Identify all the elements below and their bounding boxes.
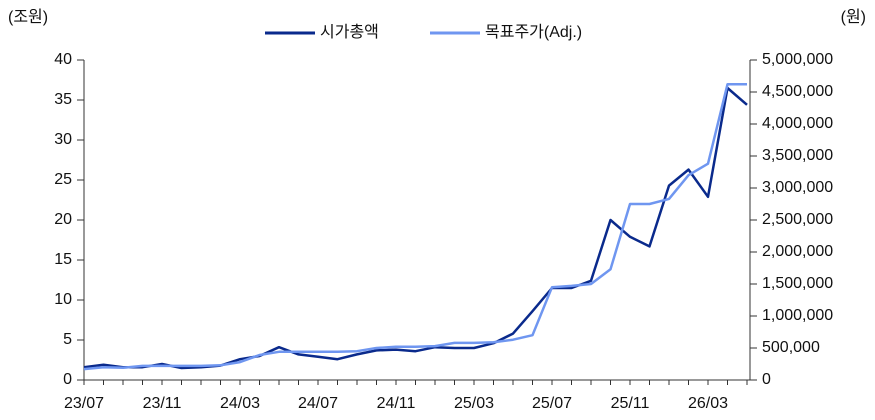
y2-tick-label: 500,000 <box>762 339 820 356</box>
x-tick-label: 24/11 <box>377 395 416 412</box>
x-tick-label: 25/11 <box>611 395 650 412</box>
x-tick-label: 25/07 <box>532 395 572 412</box>
y-tick-label: 0 <box>63 371 72 388</box>
y-tick-label: 5 <box>63 331 72 348</box>
y-axis-label: (조원) <box>8 8 48 26</box>
y-tick-label: 25 <box>54 171 72 188</box>
y2-tick-label: 2,000,000 <box>762 243 833 260</box>
y-tick-label: 15 <box>54 251 72 268</box>
x-tick-label: 24/03 <box>220 395 260 412</box>
y-tick-label: 20 <box>54 211 72 228</box>
legend-label: 목표주가(Adj.) <box>485 23 582 41</box>
y2-axis-label: (원) <box>841 8 866 26</box>
x-tick-label: 26/03 <box>688 395 728 412</box>
x-tick-label: 23/07 <box>64 395 104 412</box>
x-tick-label: 25/03 <box>454 395 494 412</box>
y-tick-label: 30 <box>54 131 72 148</box>
y2-tick-label: 3,000,000 <box>762 179 833 196</box>
y2-tick-label: 2,500,000 <box>762 211 833 228</box>
line-series <box>83 86 748 370</box>
y2-tick-label: 4,000,000 <box>762 115 833 132</box>
y-tick-label: 35 <box>54 91 72 108</box>
legend-label: 시가총액 <box>320 23 379 41</box>
line-series <box>83 83 747 371</box>
y-tick-label: 10 <box>54 291 72 308</box>
y2-tick-label: 3,500,000 <box>762 147 833 164</box>
y2-tick-label: 1,500,000 <box>762 275 833 292</box>
x-tick-label: 24/07 <box>298 395 338 412</box>
y2-tick-label: 0 <box>762 371 771 388</box>
y2-tick-label: 5,000,000 <box>762 51 833 68</box>
y2-tick-label: 1,000,000 <box>762 307 833 324</box>
x-tick-label: 23/11 <box>143 395 182 412</box>
y-tick-label: 40 <box>54 51 72 68</box>
y2-tick-label: 4,500,000 <box>762 83 833 100</box>
